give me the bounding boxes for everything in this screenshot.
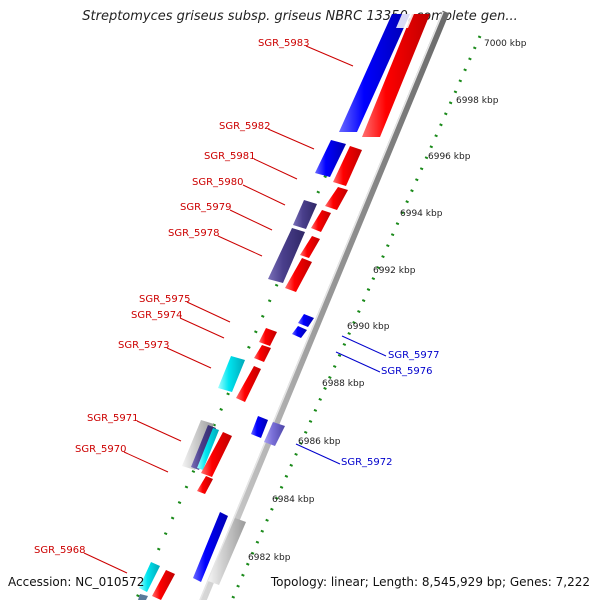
gene-sgr-5975 <box>259 328 277 346</box>
gene-sgr-5979b <box>311 210 331 232</box>
gene-features <box>138 14 430 600</box>
scale-tick: 6998 kbp <box>456 96 499 106</box>
gene-sgr-5978b <box>300 236 320 258</box>
gene-sgr-5979 <box>293 200 317 229</box>
gene-label: SGR_5975 <box>139 294 191 305</box>
scale-tick: 6986 kbp <box>298 437 341 447</box>
scale-tick: 6988 kbp <box>322 379 365 389</box>
gene-sgr-5976 <box>292 326 307 338</box>
gene-label: SGR_5981 <box>204 151 256 162</box>
gene-sgr-5978 <box>268 228 305 283</box>
gene-label: SGR_5980 <box>192 177 244 188</box>
gene-sgr-5970 <box>201 432 232 477</box>
gene-sgr-5972 <box>251 416 268 438</box>
gene-label: SGR_5968 <box>34 545 86 556</box>
gene-label: SGR_5982 <box>219 121 271 132</box>
gene-sgr-5972b <box>264 422 285 446</box>
gene-sgr-5970b <box>197 476 213 494</box>
gene-sgr-5980 <box>325 187 348 210</box>
gene-blue-lower <box>193 512 228 582</box>
gene-label: SGR_5970 <box>75 444 127 455</box>
scale-tick: 6990 kbp <box>347 322 390 332</box>
scale-tick: 6996 kbp <box>428 152 471 162</box>
gene-label: SGR_5973 <box>118 340 170 351</box>
gene-label: SGR_5971 <box>87 413 139 424</box>
gene-label: SGR_5979 <box>180 202 232 213</box>
scale-labels: 7000 kbp 6998 kbp 6996 kbp 6994 kbp 6992… <box>248 39 527 563</box>
gene-sgr-5968b <box>152 570 175 600</box>
gene-labels-left: SGR_5983 SGR_5982 SGR_5981 SGR_5980 SGR_… <box>34 38 310 556</box>
accession-label: Accession: NC_010572 <box>8 575 145 589</box>
gene-label: SGR_5977 <box>388 350 440 361</box>
scale-tick: 7000 kbp <box>484 39 527 49</box>
gene-label: SGR_5972 <box>341 457 393 468</box>
gene-label: SGR_5983 <box>258 38 310 49</box>
gene-sgr-5983-rev <box>339 14 410 132</box>
gene-sgr-5982 <box>315 140 346 177</box>
gene-sgr-5978c <box>285 258 312 292</box>
gene-sgr-5974 <box>254 345 271 362</box>
gene-top-stripe <box>396 14 414 28</box>
scale-tick: 6992 kbp <box>373 266 416 276</box>
topology-summary: Topology: linear; Length: 8,545,929 bp; … <box>270 575 590 589</box>
genome-backbone <box>199 10 450 600</box>
gene-sgr-5968 <box>139 562 160 592</box>
leader-lines-left <box>83 45 354 574</box>
gene-sgr-5973 <box>218 356 245 392</box>
gene-label: SGR_5976 <box>381 366 433 377</box>
leader-lines-right <box>295 335 387 465</box>
scale-tick: 6994 kbp <box>400 209 443 219</box>
gene-sgr-5981 <box>333 146 362 186</box>
gene-labels-right: SGR_5977 SGR_5976 SGR_5972 <box>341 350 440 468</box>
scale-tick: 6982 kbp <box>248 553 291 563</box>
gene-sgr-5973b <box>236 366 261 402</box>
gene-label: SGR_5978 <box>168 228 220 239</box>
gene-sgr-5971c <box>197 428 219 470</box>
gene-label: SGR_5974 <box>131 310 183 321</box>
gene-sgr-5983-fwd <box>362 14 430 137</box>
gene-sgr-5977 <box>298 314 314 327</box>
gene-bottom-grey <box>138 594 148 600</box>
scale-tick: 6984 kbp <box>272 495 315 505</box>
gene-grey-lower <box>208 518 246 585</box>
